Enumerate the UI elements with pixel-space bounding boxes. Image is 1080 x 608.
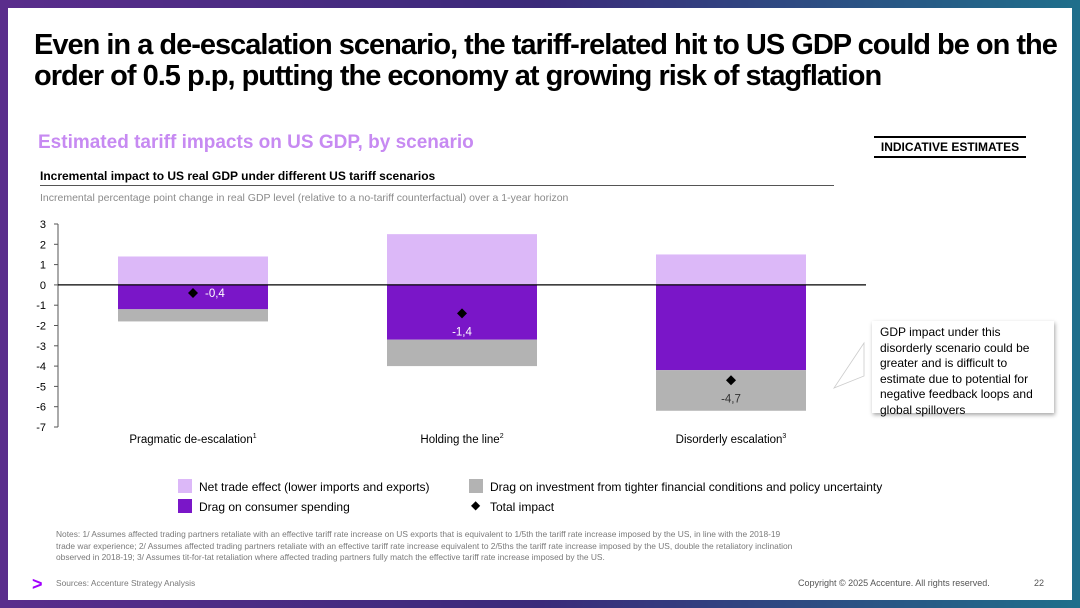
total-impact-marker	[188, 288, 198, 299]
total-impact-label: -1,4	[452, 326, 472, 338]
y-tick-label: 2	[40, 239, 46, 251]
legend-consumer: Drag on consumer spending	[199, 500, 350, 514]
total-impact-marker	[457, 308, 467, 319]
gdp-impact-chart: 3 2 1 0 -1 -2 -3 -4 -5 -6 -7 -0,4 Pragmatic de-escal…	[36, 219, 866, 446]
y-tick-label: -7	[36, 422, 46, 434]
y-tick-label: -5	[36, 381, 46, 393]
total-impact-marker	[726, 375, 736, 386]
callout-pointer	[832, 341, 865, 389]
legend-swatch-consumer	[178, 499, 192, 513]
legend-swatch-net-trade	[178, 479, 192, 493]
chart-subtitle-heading: Estimated tariff impacts on US GDP, by s…	[38, 132, 474, 153]
consumer-spending-bar	[656, 284, 806, 371]
y-tick-label: -6	[36, 402, 46, 414]
footnotes: Notes: 1/ Assumes affected trading partn…	[56, 529, 793, 562]
y-tick-label: -2	[36, 321, 46, 333]
net-trade-bar	[387, 234, 537, 285]
legend-investment: Drag on investment from tighter financia…	[490, 480, 883, 494]
legend-swatch-investment	[469, 479, 483, 493]
callout-box: GDP impact under this disorderly scenari…	[872, 321, 1054, 417]
sources: Sources: Accenture Strategy Analysis	[56, 578, 196, 588]
net-trade-bar	[656, 254, 806, 285]
y-tick-label: 0	[40, 280, 46, 292]
category-label: Pragmatic de-escalation1	[129, 433, 256, 446]
net-trade-bar	[118, 256, 268, 285]
investment-bar	[387, 339, 537, 367]
legend-diamond-icon: ◆	[471, 498, 481, 512]
slide-title: Even in a de-escalation scenario, the ta…	[34, 29, 1058, 92]
investment-bar	[118, 309, 268, 322]
y-tick-label: -1	[36, 300, 46, 312]
chart-axis-description: Incremental percentage point change in r…	[40, 192, 569, 204]
y-tick-label: -4	[36, 361, 46, 373]
accenture-logo-icon: >	[32, 574, 43, 594]
indicative-estimates-tag: INDICATIVE ESTIMATES	[874, 136, 1026, 158]
copyright: Copyright © 2025 Accenture. All rights r…	[798, 578, 990, 588]
chart-title: Incremental impact to US real GDP under …	[40, 169, 834, 186]
callout-text: GDP impact under this disorderly scenari…	[880, 325, 1033, 417]
category-label: Holding the line2	[420, 433, 503, 446]
y-tick-label: -3	[36, 341, 46, 353]
total-impact-label: -0,4	[205, 288, 225, 300]
legend-net-trade: Net trade effect (lower imports and expo…	[199, 480, 430, 494]
slide: Even in a de-escalation scenario, the ta…	[8, 8, 1072, 600]
category-label: Disorderly escalation3	[676, 433, 787, 446]
page-number: 22	[1034, 578, 1045, 588]
y-tick-label: 3	[40, 219, 46, 231]
y-tick-label: 1	[40, 260, 46, 272]
legend-total: Total impact	[490, 500, 555, 514]
total-impact-label: -4,7	[721, 393, 741, 405]
